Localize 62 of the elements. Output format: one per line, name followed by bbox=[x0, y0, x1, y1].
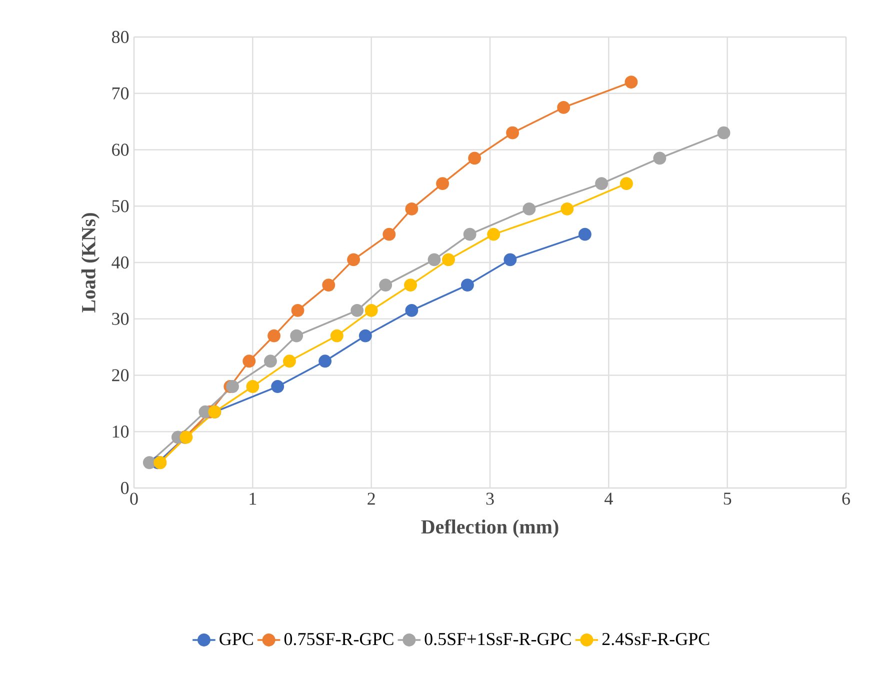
point bbox=[442, 253, 455, 266]
x-tick-label: 1 bbox=[250, 492, 256, 505]
point bbox=[264, 354, 277, 368]
point bbox=[463, 228, 476, 241]
x-tick-label: 6 bbox=[842, 492, 850, 505]
point bbox=[358, 329, 372, 342]
point bbox=[405, 202, 418, 216]
point bbox=[487, 228, 500, 241]
point bbox=[460, 278, 474, 292]
y-tick-label: 60 bbox=[112, 144, 129, 156]
y-tick-label: 50 bbox=[112, 200, 129, 212]
point bbox=[404, 278, 417, 292]
legend-label: 0.75SF-R-GPC bbox=[284, 632, 394, 646]
point bbox=[242, 354, 256, 368]
point bbox=[271, 380, 284, 393]
point bbox=[291, 304, 304, 317]
point bbox=[347, 253, 360, 266]
point bbox=[578, 228, 592, 241]
point bbox=[504, 253, 517, 266]
x-axis-title: Deflection (mm) bbox=[421, 519, 558, 538]
y-tick-label: 10 bbox=[112, 426, 129, 438]
point bbox=[246, 380, 260, 393]
y-axis-title: Load (KNs) bbox=[81, 213, 100, 312]
y-tick-label: 20 bbox=[112, 369, 129, 382]
legend-label: 2.4SsF-R-GPC bbox=[602, 633, 710, 646]
point bbox=[624, 76, 638, 89]
point bbox=[436, 177, 450, 190]
point bbox=[557, 101, 570, 114]
y-tick-label: 30 bbox=[112, 312, 129, 325]
point bbox=[318, 354, 332, 368]
point bbox=[428, 253, 441, 266]
point bbox=[522, 202, 536, 216]
legend-label: 0.5SF+1SsF-R-GPC bbox=[424, 632, 571, 646]
legend-label: GPC bbox=[220, 633, 253, 646]
point bbox=[468, 152, 482, 165]
point bbox=[405, 304, 418, 317]
y-tick-label: 40 bbox=[112, 256, 129, 269]
point bbox=[653, 152, 666, 165]
x-tick-label: 2 bbox=[368, 492, 375, 505]
point bbox=[268, 329, 280, 342]
point bbox=[620, 177, 633, 190]
x-tick-label: 5 bbox=[724, 492, 732, 505]
point bbox=[350, 304, 364, 317]
point bbox=[379, 278, 392, 292]
y-tick-label: 70 bbox=[112, 87, 129, 100]
point bbox=[717, 126, 730, 140]
point bbox=[382, 228, 396, 241]
y-tick-label: 0 bbox=[120, 482, 129, 494]
x-tick-label: 0 bbox=[130, 492, 138, 505]
point bbox=[330, 329, 344, 342]
point bbox=[282, 354, 296, 368]
point bbox=[142, 456, 156, 470]
point bbox=[506, 126, 520, 140]
point bbox=[560, 202, 574, 216]
y-tick-label: 80 bbox=[112, 30, 129, 44]
x-tick-label: 3 bbox=[486, 492, 494, 505]
point bbox=[595, 177, 608, 190]
x-tick-label: 4 bbox=[604, 492, 613, 505]
point bbox=[290, 329, 304, 342]
point bbox=[226, 380, 239, 393]
point bbox=[364, 304, 378, 317]
point bbox=[322, 278, 336, 292]
